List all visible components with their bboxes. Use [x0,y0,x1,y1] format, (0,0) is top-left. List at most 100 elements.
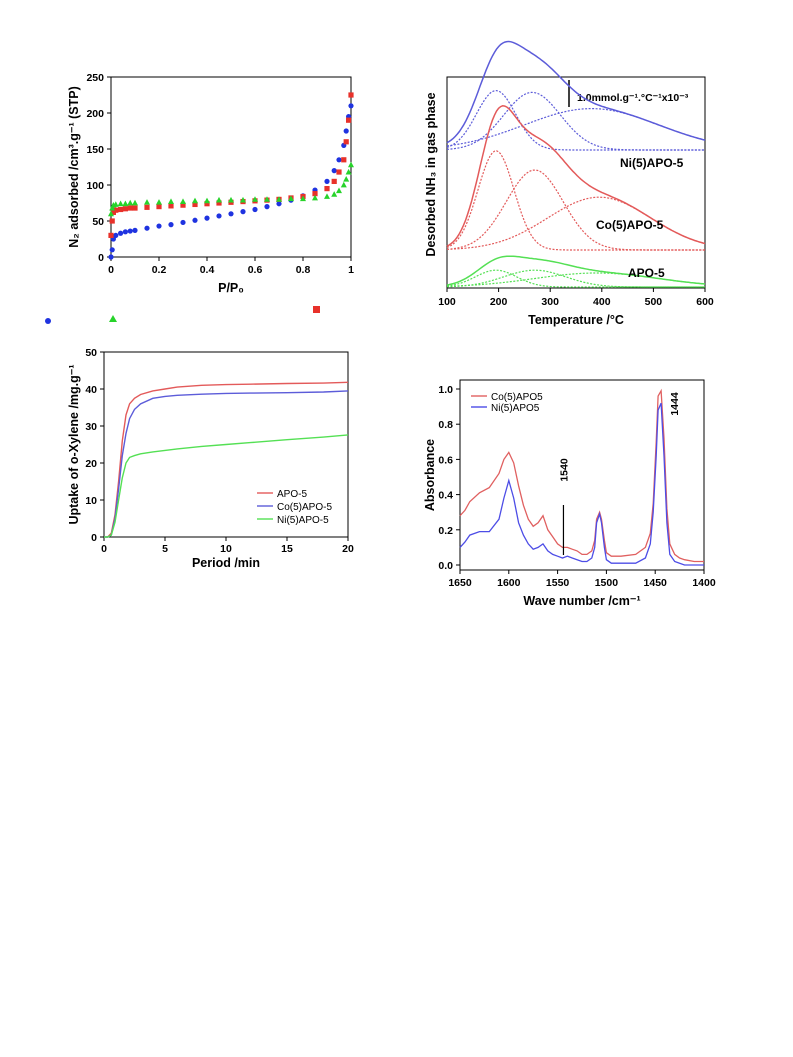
y-axis-label: Desorbed NH₃ in gas phase [424,92,438,256]
data-point-circle [264,204,270,210]
y-tick-label: 0.8 [438,419,453,431]
y-tick-label: 150 [86,144,104,156]
tpd-total-curve [446,255,706,286]
data-point-circle [118,230,124,236]
data-point-triangle [112,201,119,207]
data-point-triangle [122,200,129,207]
ir-plot-frame [459,379,705,571]
data-point-triangle [156,199,162,205]
ir-spectrum-line [459,388,704,563]
data-point-square [168,203,174,209]
data-point-circle [276,201,282,207]
data-point-square [132,205,138,211]
data-point-square [113,207,119,213]
data-point-circle [180,219,186,226]
y-tick-label: 250 [86,72,104,84]
data-point-circle [348,103,354,109]
data-point-triangle [331,191,338,197]
y-axis-label: Absorbance [423,439,437,511]
x-tick-label: 1600 [497,577,521,589]
data-point-circle [324,178,330,184]
data-point-triangle [132,199,138,206]
y-tick-label: 0.2 [438,525,453,537]
y-tick-label: 10 [85,495,97,507]
tpd-component-curve [446,196,706,250]
data-point-triangle [288,195,294,202]
data-point-triangle [348,161,354,168]
data-point-square [346,117,352,123]
data-point-circle [108,254,114,260]
legend-label: Ni(5)APO5 [491,403,540,414]
x-tick-label: 10 [220,543,232,555]
y-tick-label: 0 [98,252,104,264]
tpd-component-curve [446,169,705,251]
legend-label: Co(5)APO5 [491,392,543,403]
tpd-total-curve [446,105,706,247]
data-point-circle [240,209,246,215]
data-point-square [109,218,115,224]
legend-circle-icon [45,318,51,324]
data-point-triangle [252,196,258,202]
y-tick-label: 0.6 [438,454,453,466]
data-point-square [336,169,342,175]
legend-label: Ni(5)APO-5 [277,515,329,526]
annotation-apo5: APO-5 [628,266,665,280]
x-tick-label: 0.8 [296,264,311,276]
data-point-circle [331,168,337,174]
x-tick-label: 20 [342,543,354,555]
y-tick-label: 50 [85,347,97,359]
x-tick-label: 100 [438,296,456,308]
data-point-circle [144,225,150,231]
x-tick-label: 1650 [448,577,472,589]
tpd-component-curve [446,269,705,288]
legend-triangle-icon [109,315,117,322]
data-point-triangle [300,195,306,202]
data-point-square [180,202,186,208]
data-point-circle [192,217,198,223]
data-point-square [324,186,330,192]
x-tick-label: 600 [696,296,714,308]
y-tick-label: 0.0 [438,560,453,572]
data-point-circle [127,228,133,234]
data-point-square [127,205,133,211]
data-point-square [122,206,128,212]
x-tick-label: 5 [162,543,168,555]
x-tick-label: 1400 [692,577,716,589]
data-point-square [156,204,162,210]
annotation-co-apo5: Co(5)APO-5 [596,218,664,232]
y-tick-label: 200 [86,108,104,120]
uptake-series-line [104,434,349,538]
y-axis-label: Uptake of o-Xylene /mg.g⁻¹ [67,364,81,524]
x-axis-label: P/P₀ [218,281,244,295]
data-point-triangle [168,198,174,204]
data-point-triangle [204,197,210,204]
x-tick-label: 1500 [595,577,619,589]
x-tick-label: 1450 [644,577,668,589]
data-point-square [312,191,318,197]
y-tick-label: 0 [91,532,97,544]
uptake-series-line [104,381,349,538]
legend-square-icon [313,306,320,313]
data-point-triangle [117,200,124,207]
data-point-circle [343,128,349,134]
data-point-circle [122,229,128,235]
ir-spectrum-line [459,402,704,566]
x-tick-label: 500 [645,296,663,308]
y-tick-label: 1.0 [438,384,453,396]
y-tick-label: 40 [85,384,97,396]
x-tick-label: 15 [281,543,293,555]
data-point-triangle [240,196,246,203]
tpd-total-curve [446,40,706,144]
x-axis-label: Period /min [192,556,260,570]
data-point-triangle [343,176,350,182]
data-point-triangle [108,210,114,217]
legend-label: Co(5)APO-5 [277,502,332,513]
tpd-component-curve [447,272,706,287]
data-point-triangle [340,181,347,188]
x-axis-label: Wave number /cm⁻¹ [523,594,640,608]
data-point-circle [132,227,138,233]
x-tick-label: 0.6 [248,264,263,276]
data-point-square [108,232,114,238]
data-point-triangle [192,197,198,204]
